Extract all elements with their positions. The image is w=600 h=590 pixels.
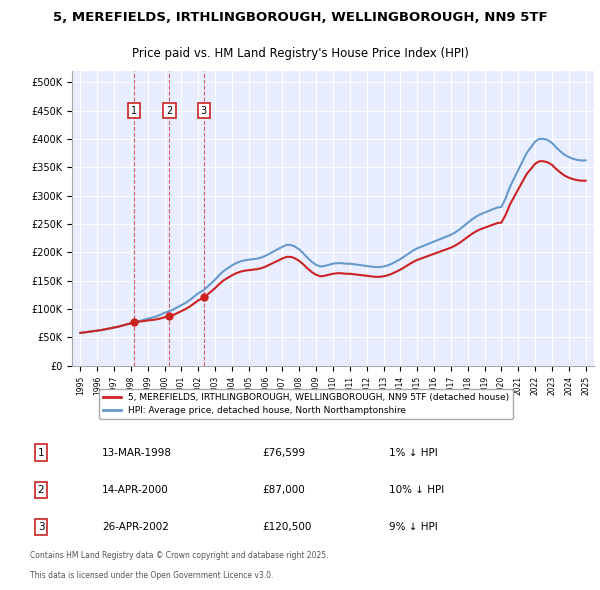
Text: £76,599: £76,599 bbox=[262, 448, 305, 457]
Text: Price paid vs. HM Land Registry's House Price Index (HPI): Price paid vs. HM Land Registry's House … bbox=[131, 47, 469, 60]
Text: 3: 3 bbox=[38, 522, 44, 532]
Text: 10% ↓ HPI: 10% ↓ HPI bbox=[389, 485, 444, 494]
Text: 13-MAR-1998: 13-MAR-1998 bbox=[102, 448, 172, 457]
Text: 26-APR-2002: 26-APR-2002 bbox=[102, 522, 169, 532]
Text: 3: 3 bbox=[200, 106, 207, 116]
Text: 1% ↓ HPI: 1% ↓ HPI bbox=[389, 448, 437, 457]
Text: 9% ↓ HPI: 9% ↓ HPI bbox=[389, 522, 437, 532]
Legend: 5, MEREFIELDS, IRTHLINGBOROUGH, WELLINGBOROUGH, NN9 5TF (detached house), HPI: A: 5, MEREFIELDS, IRTHLINGBOROUGH, WELLINGB… bbox=[99, 389, 513, 419]
Text: 2: 2 bbox=[38, 485, 44, 494]
Text: 2: 2 bbox=[166, 106, 173, 116]
Text: £87,000: £87,000 bbox=[262, 485, 305, 494]
Text: £120,500: £120,500 bbox=[262, 522, 311, 532]
Text: 1: 1 bbox=[38, 448, 44, 457]
Text: This data is licensed under the Open Government Licence v3.0.: This data is licensed under the Open Gov… bbox=[30, 571, 274, 581]
Text: Contains HM Land Registry data © Crown copyright and database right 2025.: Contains HM Land Registry data © Crown c… bbox=[30, 550, 329, 560]
Text: 5, MEREFIELDS, IRTHLINGBOROUGH, WELLINGBOROUGH, NN9 5TF: 5, MEREFIELDS, IRTHLINGBOROUGH, WELLINGB… bbox=[53, 11, 547, 24]
Text: 14-APR-2000: 14-APR-2000 bbox=[102, 485, 169, 494]
Text: 1: 1 bbox=[131, 106, 137, 116]
